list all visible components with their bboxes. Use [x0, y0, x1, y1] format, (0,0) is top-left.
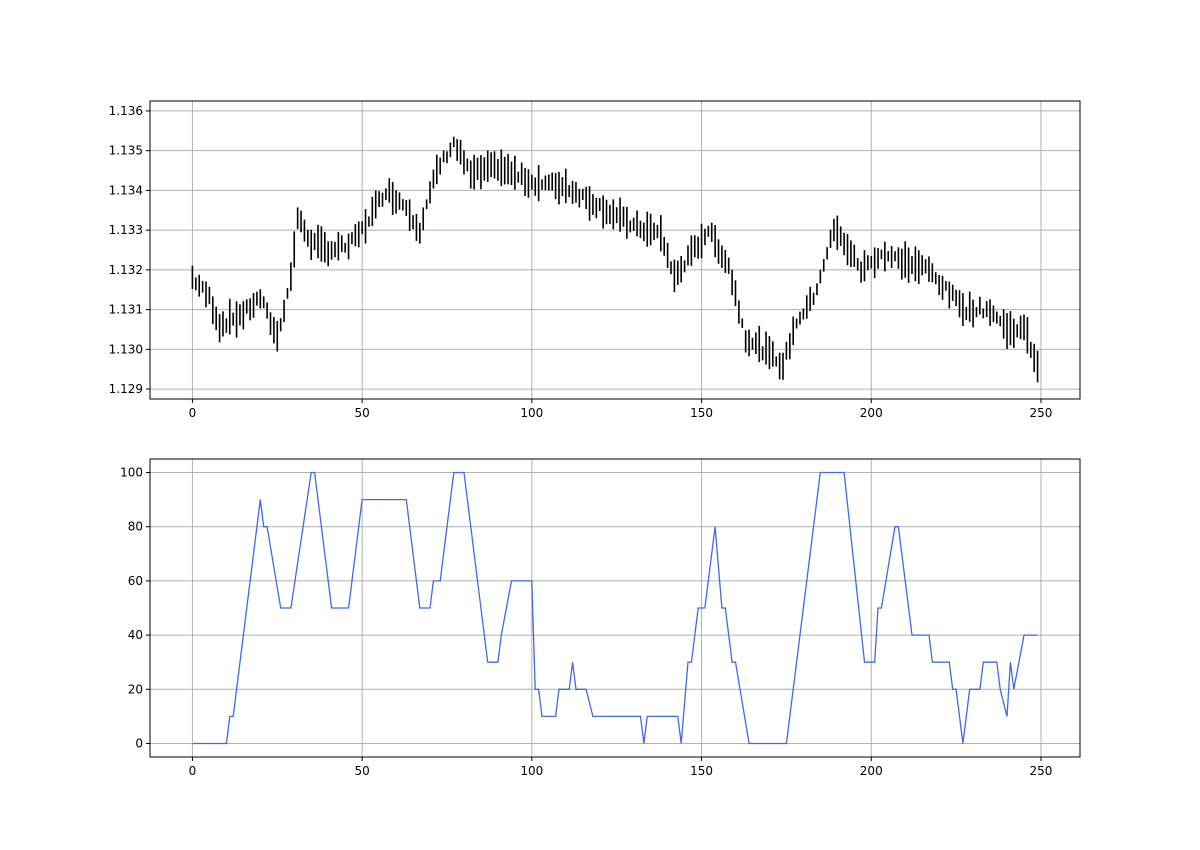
y-tick-label: 100: [120, 466, 143, 480]
y-axis: 0 20 40 60 80 100: [120, 466, 150, 750]
x-tick-label: 50: [354, 406, 369, 420]
x-tick-label: 0: [189, 764, 197, 778]
y-axis: 1.129 1.130 1.131 1.132 1.133 1.134 1.135 1.136: [109, 104, 150, 396]
y-tick-label: 1.136: [109, 104, 143, 118]
series-line: [192, 471, 1038, 745]
x-tick-label: 200: [860, 406, 883, 420]
y-tick-label: 40: [128, 628, 143, 642]
y-tick-label: 1.132: [109, 263, 143, 277]
x-tick-label: 250: [1030, 406, 1053, 420]
x-tick-label: 200: [860, 764, 883, 778]
x-tick-label: 0: [189, 406, 197, 420]
y-tick-label: 0: [135, 736, 143, 750]
y-tick-label: 1.130: [109, 342, 143, 356]
range-bars: [191, 136, 1039, 383]
oscillator-line-chart: 0 50 100 150 200 250 0 20 40 60 80 100: [120, 458, 1081, 778]
y-tick-label: 1.129: [109, 382, 143, 396]
x-axis: 0 50 100 150 200 250: [189, 399, 1053, 420]
x-tick-label: 150: [690, 764, 713, 778]
series-line-group: [192, 471, 1038, 745]
y-tick-label: 80: [128, 520, 143, 534]
y-tick-label: 1.135: [109, 144, 143, 158]
plot-frame: [149, 458, 1081, 758]
x-tick-label: 50: [354, 764, 369, 778]
price-range-chart: 0 50 100 150 200 250 1.129 1.130 1.131 1.132 1.13…: [109, 100, 1081, 420]
y-tick-label: 20: [128, 682, 143, 696]
y-tick-label: 1.134: [109, 183, 143, 197]
x-tick-label: 150: [690, 406, 713, 420]
y-tick-label: 60: [128, 574, 143, 588]
x-tick-label: 100: [520, 406, 543, 420]
y-tick-label: 1.133: [109, 223, 143, 237]
y-tick-label: 1.131: [109, 303, 143, 317]
x-tick-label: 100: [520, 764, 543, 778]
plot-frame: [149, 100, 1081, 400]
x-tick-label: 250: [1030, 764, 1053, 778]
x-axis: 0 50 100 150 200 250: [189, 757, 1053, 778]
